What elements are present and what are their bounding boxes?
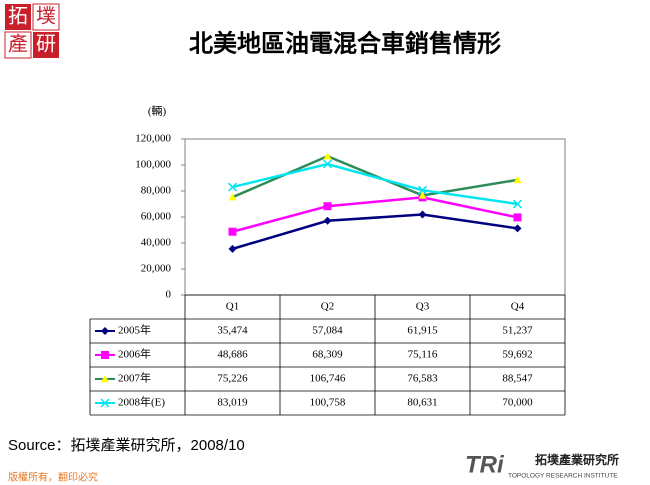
source: Source：拓墣產業研究所，2008/10 bbox=[8, 437, 245, 454]
x-tick-label: Q3 bbox=[416, 301, 430, 313]
logo-box bbox=[32, 3, 60, 31]
series-line bbox=[232, 162, 518, 206]
logo-char: 研 bbox=[36, 34, 56, 56]
marker bbox=[323, 216, 332, 225]
table-value: 59,692 bbox=[502, 349, 532, 361]
x-tick-label: Q4 bbox=[511, 301, 525, 313]
marker bbox=[417, 185, 428, 195]
marker bbox=[323, 152, 332, 160]
brand-mark: TRi bbox=[465, 451, 505, 478]
x-tick-label: Q2 bbox=[321, 301, 334, 313]
logo-box bbox=[33, 32, 59, 58]
y-tick-label: 0 bbox=[166, 289, 172, 301]
brand-english: TOPOLOGY RESEARCH INSTITUTE bbox=[508, 473, 618, 480]
legend-label: 2007年 bbox=[118, 371, 151, 385]
marker bbox=[101, 351, 109, 359]
marker bbox=[101, 327, 109, 335]
table-value: 75,226 bbox=[217, 373, 248, 385]
footer: 版權所有，翻印必究 bbox=[8, 471, 98, 484]
marker bbox=[323, 202, 332, 211]
logo-box bbox=[4, 31, 32, 59]
y-tick-label: 20,000 bbox=[141, 263, 172, 275]
marker bbox=[418, 210, 427, 219]
logo-box bbox=[5, 4, 31, 30]
marker bbox=[101, 375, 109, 383]
table-value: 70,000 bbox=[502, 397, 533, 409]
marker bbox=[100, 398, 110, 408]
table-value: 83,019 bbox=[217, 397, 248, 409]
marker bbox=[513, 213, 522, 222]
logo-char: 墣 bbox=[36, 5, 56, 28]
legend-label: 2006年 bbox=[118, 347, 151, 361]
table-value: 76,583 bbox=[407, 373, 438, 385]
table-value: 106,746 bbox=[310, 373, 346, 385]
table-value: 75,116 bbox=[408, 349, 438, 361]
marker bbox=[228, 244, 237, 253]
y-tick-label: 60,000 bbox=[141, 211, 172, 223]
marker bbox=[513, 175, 522, 184]
y-tick-label: 40,000 bbox=[141, 237, 172, 249]
logo: 拓 墣 產 研 bbox=[4, 3, 60, 59]
table-value: 88,547 bbox=[502, 373, 533, 385]
legend-label: 2008年(E) bbox=[118, 395, 165, 409]
x-tick-label: Q1 bbox=[226, 301, 239, 313]
brand-name: 拓墣產業研究所 bbox=[535, 452, 619, 467]
table-value: 35,474 bbox=[217, 325, 248, 337]
marker bbox=[228, 193, 237, 201]
table-value: 100,758 bbox=[310, 397, 346, 409]
marker bbox=[513, 224, 522, 233]
series-line bbox=[232, 196, 518, 233]
legend-label: 2005年 bbox=[118, 323, 151, 337]
table-value: 51,237 bbox=[502, 325, 533, 337]
marker bbox=[322, 159, 333, 169]
marker bbox=[228, 227, 237, 236]
logo-char: 產 bbox=[8, 33, 28, 56]
logo-char: 拓 bbox=[8, 5, 28, 28]
y-tick-label: 100,000 bbox=[135, 159, 171, 171]
y-tick-label: 80,000 bbox=[141, 185, 172, 197]
marker bbox=[418, 191, 427, 199]
table-value: 57,084 bbox=[312, 325, 343, 337]
marker bbox=[512, 199, 523, 209]
marker bbox=[227, 182, 238, 192]
table-value: 48,686 bbox=[217, 349, 248, 361]
chart-title: 北美地區油電混合車銷售情形 bbox=[189, 30, 501, 58]
y-tick-label: 120,000 bbox=[135, 133, 171, 145]
table-value: 61,915 bbox=[407, 325, 438, 337]
series-line bbox=[232, 213, 518, 251]
table-value: 68,309 bbox=[312, 349, 343, 361]
y-axis-label: (輛) bbox=[148, 104, 167, 118]
footer-bar bbox=[0, 470, 650, 485]
table-value: 80,631 bbox=[407, 397, 437, 409]
